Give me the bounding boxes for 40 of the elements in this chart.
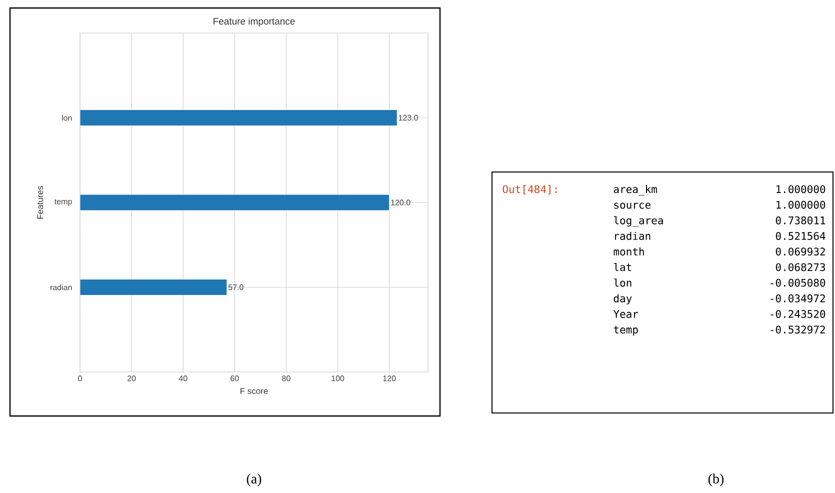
x-tick-label: 20 — [128, 376, 136, 382]
data-label: 57.0 — [228, 284, 244, 290]
text: area_km — [614, 185, 657, 196]
chart-title: Feature importance — [214, 18, 295, 26]
y-tick-label: radian — [50, 284, 72, 290]
text: -0.243520 — [770, 310, 826, 318]
text: 1.000000 — [776, 200, 826, 209]
text: 0.521564 — [776, 232, 826, 240]
x-tick-label: 120 — [383, 376, 396, 382]
text: source — [614, 202, 651, 209]
x-tick-label: 80 — [282, 376, 290, 382]
text: lon — [614, 278, 632, 287]
x-axis-title: F score — [240, 388, 268, 394]
text: month — [614, 247, 644, 256]
x-tick-label: 40 — [178, 376, 188, 382]
text: 0.068273 — [776, 263, 826, 272]
text: lat — [614, 262, 632, 272]
y-axis-title: Features — [37, 186, 44, 219]
text: Out[484]: — [502, 185, 557, 194]
text: 1.000000 — [776, 185, 826, 194]
text: Year — [613, 310, 638, 318]
x-tick-label: 60 — [230, 376, 239, 382]
y-tick-label: lon — [62, 114, 72, 121]
text: radian — [615, 232, 650, 240]
text: day — [614, 294, 632, 304]
text: -0.532972 — [770, 326, 825, 334]
data-label: 123.0 — [398, 114, 418, 121]
x-tick-label: 0 — [78, 376, 82, 382]
text: (a) — [246, 474, 262, 486]
text: 0.069932 — [776, 248, 825, 256]
text: 0.738011 — [776, 216, 826, 224]
text: temp — [614, 326, 638, 336]
text: (b) — [708, 474, 724, 486]
x-tick-label: 100 — [332, 376, 344, 382]
text: -0.005080 — [770, 278, 826, 287]
text: -0.034972 — [770, 294, 825, 302]
text: log_area — [614, 216, 663, 227]
bar — [80, 110, 398, 126]
y-tick-label: temp — [54, 199, 72, 206]
data-label: 120.0 — [391, 200, 410, 206]
